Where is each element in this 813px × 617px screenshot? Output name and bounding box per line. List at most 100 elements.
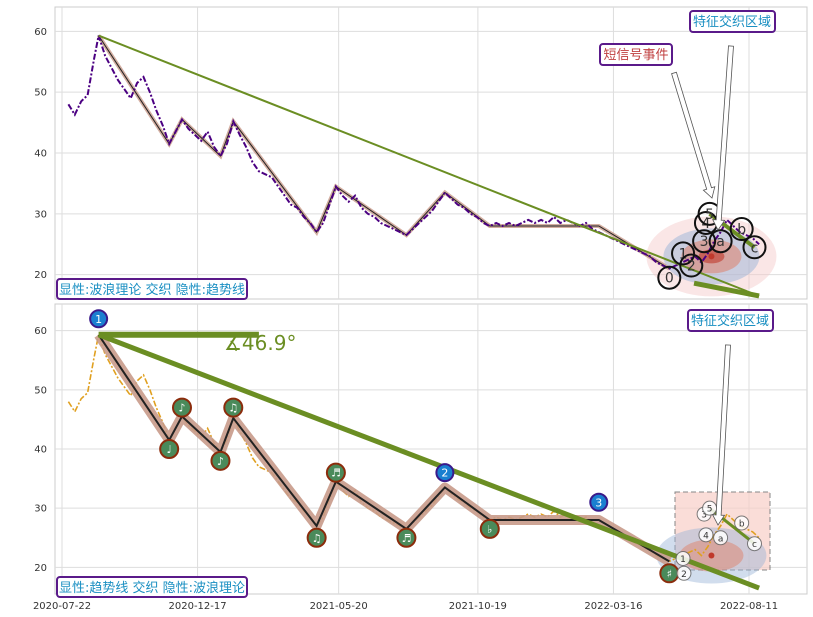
top-price-line (67, 35, 760, 270)
top-wave-path (96, 34, 671, 271)
note-marker-symbol: ♬ (401, 532, 411, 545)
note-marker-symbol: ♫ (228, 402, 238, 415)
y-tick-label: 50 (34, 88, 47, 99)
note-marker-symbol: ♩ (167, 443, 172, 456)
bottom-wave-path (94, 332, 672, 566)
note-marker: ♪ (171, 397, 192, 418)
note-marker-symbol: ♯ (667, 567, 672, 580)
wave-number-circle (89, 309, 109, 329)
inset-marker-label: 1 (680, 555, 686, 565)
wave-line (98, 35, 670, 270)
bottom-markers: ♩ ♪ ♪ ♫ ♫ ♬ ♬ ♭ ♯ 1 2 3 1 2 3 4 5 a b c (89, 309, 762, 584)
inset-marker-circle (675, 550, 691, 566)
inset-marker: c (746, 536, 762, 552)
top-annotation-arrows (671, 45, 734, 231)
inset-marker-label: 2 (681, 570, 687, 580)
x-tick-label: 2021-05-20 (310, 601, 368, 612)
bottom-y-ticks: 20 30 40 50 60 (34, 326, 47, 574)
short-signal-label-box: 短信号事件 (599, 43, 673, 66)
trend-line-tail (693, 280, 760, 299)
wave-number-circle (435, 463, 455, 483)
note-marker: ♯ (659, 563, 680, 584)
wave-marker-ring (729, 217, 754, 242)
bottom-annotation-arrows (711, 344, 731, 526)
angle-label: ∡46.9° (224, 331, 296, 355)
wave-number-circle (589, 492, 609, 512)
short-signal-label: 短信号事件 (603, 48, 668, 63)
note-marker: ♬ (396, 527, 417, 548)
wave-number-marker: 1 (89, 309, 109, 329)
note-marker: ♩ (159, 439, 180, 459)
top-zone-label-box: 特征交织区域 (689, 10, 776, 33)
wave-marker-ring (742, 235, 767, 260)
note-marker: ♫ (306, 527, 327, 548)
wave-number-marker: 3 (589, 492, 609, 512)
wave-marker: 1 (671, 241, 696, 266)
signal-arrow (671, 71, 716, 199)
y-tick-label: 20 (34, 563, 47, 574)
wave-marker-ring (692, 229, 717, 254)
wave-marker: 0 (657, 265, 682, 290)
y-tick-label: 40 (34, 149, 47, 160)
inset-marker-circle (676, 565, 692, 581)
y-tick-label: 60 (34, 27, 47, 38)
note-marker-symbol: ♪ (217, 455, 224, 468)
bottom-x-ticks: 2020-07-22 2020-12-17 2021-05-20 2021-10-19… (33, 601, 778, 612)
note-marker-circle (171, 397, 192, 418)
top-legend-box: 显性:波浪理论 交织 隐性:趋势线 (56, 278, 248, 300)
x-tick-label: 2022-03-16 (584, 601, 642, 612)
inset-marker-label: 5 (707, 505, 713, 515)
x-tick-label: 2021-10-19 (449, 601, 507, 612)
inset-marker: b (734, 515, 750, 531)
note-marker-symbol: ♪ (178, 402, 185, 415)
note-marker-circle (396, 527, 417, 548)
wave-marker: a (708, 229, 733, 254)
wave-marker: 3 (692, 229, 717, 254)
wave-marker: b (729, 217, 754, 242)
bottom-panel: 20 30 40 50 60 2020-07-22 2020-12-17 2021-05-2… (33, 303, 808, 612)
inset-marker-circle (698, 527, 714, 543)
inset-marker-label: 3 (701, 511, 707, 521)
wave-line (97, 334, 670, 563)
inset-marker: 2 (676, 565, 692, 581)
wave-marker-ring (708, 229, 733, 254)
inset-marker: a (713, 530, 729, 546)
note-marker-circle (479, 518, 500, 539)
wave-marker-ring (679, 253, 704, 278)
top-legend-text: 显性:波浪理论 交织 隐性:趋势线 (59, 282, 245, 298)
inset-halo-center (708, 552, 715, 559)
inset-marker-label: b (739, 519, 745, 529)
wave-marker-label: 1 (679, 246, 688, 262)
inset-marker-circle (746, 536, 762, 552)
wave-marker-label: a (716, 234, 725, 250)
y-tick-label: 50 (34, 385, 47, 396)
y-tick-label: 20 (34, 270, 47, 281)
inset-marker-circle (713, 530, 729, 546)
wave-number-label: 2 (441, 467, 448, 480)
wave-marker-label: 0 (665, 271, 674, 287)
x-tick-label: 2020-12-17 (169, 601, 227, 612)
note-marker: ♬ (325, 462, 346, 483)
x-tick-label: 2022-08-11 (720, 601, 778, 612)
y-tick-label: 40 (34, 445, 47, 456)
wave-marker-label: c (751, 240, 759, 256)
inset-marker-label: 4 (703, 531, 709, 541)
note-marker-circle (210, 450, 231, 471)
wave-number-marker: 2 (435, 463, 455, 483)
inset-marker-label: a (718, 534, 724, 544)
wave-marker-label: b (737, 222, 746, 238)
note-marker-symbol: ♭ (487, 523, 492, 536)
inset-marker-label: c (752, 540, 757, 550)
price-line (67, 35, 760, 270)
inset-marker: 5 (702, 500, 718, 516)
note-marker: ♭ (479, 518, 500, 539)
inset-marker: 1 (675, 550, 691, 566)
x-tick-label: 2020-07-22 (33, 601, 91, 612)
wave-number-label: 1 (95, 313, 102, 326)
note-marker-circle (159, 439, 180, 459)
top-y-ticks: 20 30 40 50 60 (34, 27, 47, 281)
note-marker-symbol: ♫ (312, 532, 322, 545)
wave-marker: c (742, 235, 767, 260)
